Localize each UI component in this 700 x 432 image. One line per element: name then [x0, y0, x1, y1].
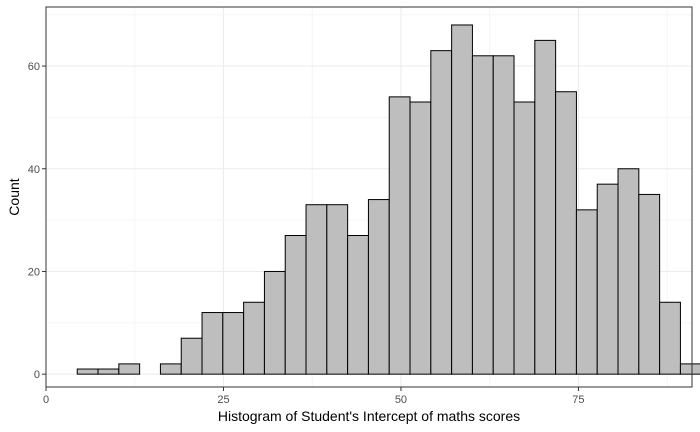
histogram-bar: [326, 204, 349, 375]
histogram-bar: [76, 368, 99, 375]
histogram-bar: [243, 301, 265, 375]
histogram-bar: [180, 337, 203, 375]
panel-border: [45, 6, 693, 388]
histogram-bar: [388, 96, 411, 375]
histogram-bar: [513, 101, 536, 375]
y-tick-label: 20: [28, 266, 40, 278]
histogram-bar: [305, 204, 328, 375]
histogram-bars: [76, 24, 700, 375]
x-tick-label: 25: [217, 394, 229, 406]
x-tick-label: 50: [395, 394, 407, 406]
x-tick-label: 0: [43, 394, 49, 406]
histogram-bar: [347, 235, 369, 375]
y-axis-title: Count: [6, 178, 22, 215]
histogram-bar: [263, 270, 286, 375]
histogram-bar: [118, 363, 141, 375]
histogram-bar: [534, 39, 557, 375]
histogram-bar: [97, 368, 120, 375]
histogram-bar: [367, 199, 390, 375]
x-axis-ticks: 0 25 50 75: [43, 387, 585, 406]
x-axis-title: Histogram of Student's Intercept of math…: [218, 408, 520, 424]
y-tick-label: 0: [34, 369, 40, 381]
histogram-bar: [451, 24, 473, 375]
histogram-bar: [492, 55, 515, 375]
histogram-bar: [201, 312, 224, 375]
histogram-bar: [409, 101, 432, 375]
histogram-bar: [638, 193, 661, 375]
histogram-bar: [159, 363, 182, 375]
histogram-bar: [575, 209, 598, 375]
histogram-bar: [679, 363, 700, 375]
histogram-bar: [471, 55, 494, 375]
histogram-bar: [617, 168, 640, 375]
histogram-bar: [430, 50, 453, 375]
histogram-bar: [284, 235, 307, 375]
histogram-bar: [596, 183, 619, 375]
y-tick-label: 60: [28, 61, 40, 73]
y-tick-label: 40: [28, 164, 40, 176]
histogram-bar: [222, 312, 245, 375]
y-axis-ticks: 0 20 40 60: [28, 61, 46, 381]
histogram-bar: [659, 301, 681, 375]
histogram-bar: [555, 91, 577, 375]
x-tick-label: 75: [572, 394, 584, 406]
